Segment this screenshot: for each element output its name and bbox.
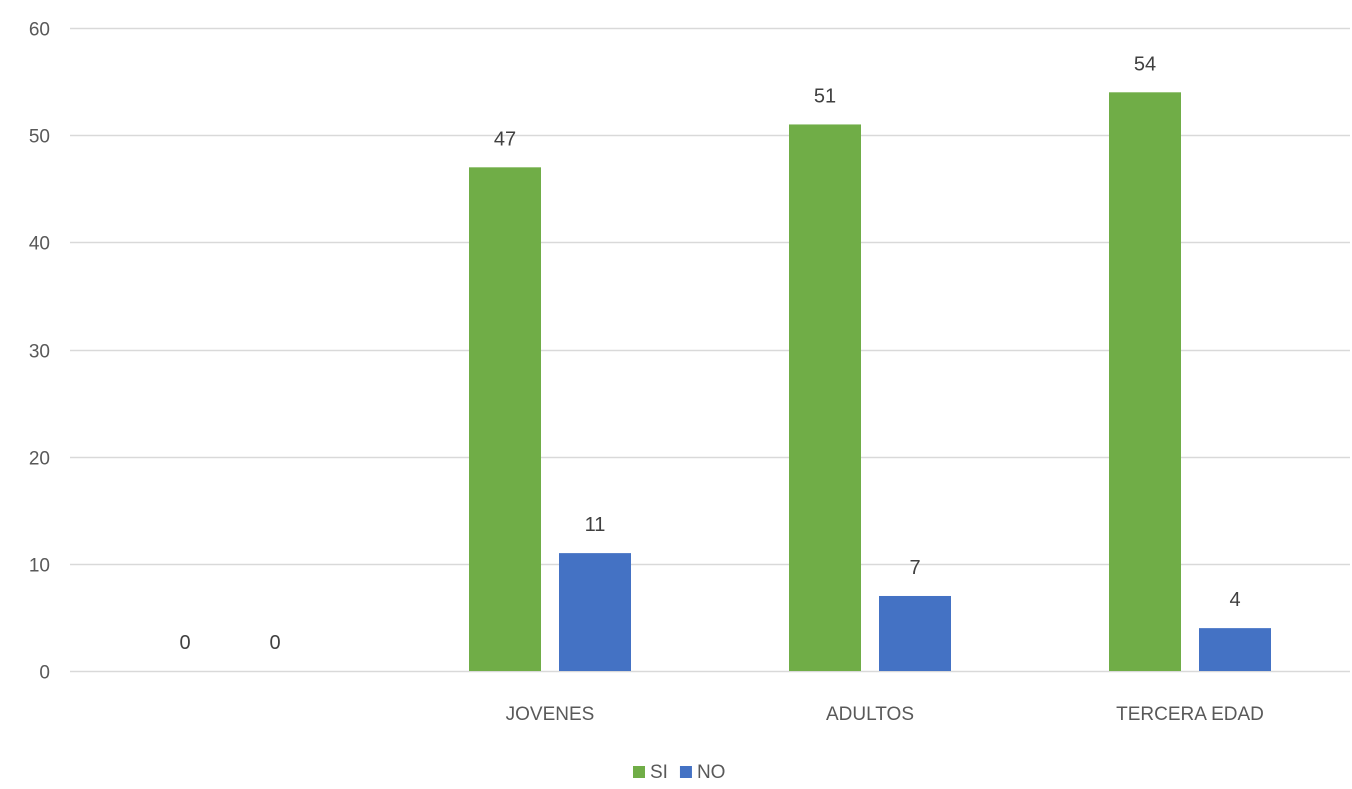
legend-label-si: SI (650, 762, 668, 783)
data-label: 51 (814, 85, 836, 107)
bar-si-adultos (789, 124, 861, 671)
data-label: 0 (269, 632, 280, 654)
y-tick-label: 0 (39, 663, 50, 684)
x-axis: JOVENES ADULTOS TERCERA EDAD (506, 704, 1264, 725)
x-tick-label: JOVENES (506, 704, 595, 725)
data-label: 7 (909, 557, 920, 579)
legend-swatch-si (633, 766, 645, 778)
data-label: 0 (179, 632, 190, 654)
y-axis: 0 10 20 30 40 50 60 (29, 20, 50, 684)
bar-si-tercera-edad (1109, 92, 1181, 672)
bar-no-adultos (879, 595, 951, 671)
gridlines (70, 27, 1350, 673)
data-label: 54 (1134, 53, 1156, 75)
legend-label-no: NO (697, 762, 726, 783)
data-labels: 0 0 47 11 51 7 54 4 (179, 53, 1240, 654)
y-tick-label: 60 (29, 20, 50, 41)
y-tick-label: 30 (29, 342, 50, 363)
x-tick-label: TERCERA EDAD (1116, 704, 1264, 725)
data-label: 47 (494, 128, 516, 150)
x-tick-label: ADULTOS (826, 704, 914, 725)
bar-no-tercera-edad (1199, 628, 1271, 671)
data-label: 11 (585, 514, 606, 536)
y-tick-label: 40 (29, 234, 50, 255)
y-tick-label: 50 (29, 127, 50, 148)
y-tick-label: 10 (29, 556, 50, 577)
data-label: 4 (1229, 589, 1240, 611)
bars (469, 92, 1271, 672)
bar-si-jovenes (469, 167, 541, 672)
legend: SI NO (633, 762, 725, 783)
bar-no-jovenes (559, 553, 631, 671)
legend-swatch-no (679, 766, 692, 778)
y-tick-label: 20 (29, 449, 50, 470)
